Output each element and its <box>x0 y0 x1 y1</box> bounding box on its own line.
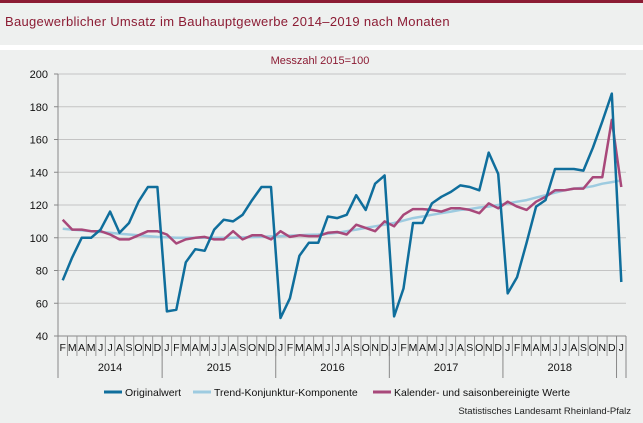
month-label: A <box>192 342 199 354</box>
month-label: A <box>78 342 85 354</box>
month-label: N <box>144 342 152 354</box>
month-label: M <box>295 342 304 354</box>
chart-subtitle: Messzahl 2015=100 <box>271 55 370 67</box>
month-label: J <box>221 342 226 354</box>
month-label: M <box>428 342 437 354</box>
month-label: M <box>200 342 209 354</box>
month-label: J <box>505 342 510 354</box>
month-label: O <box>362 342 370 354</box>
month-label: M <box>87 342 96 354</box>
month-label: J <box>107 342 112 354</box>
year-label: 2016 <box>320 362 344 374</box>
month-label: J <box>448 342 453 354</box>
month-label: J <box>439 342 444 354</box>
y-tick-label: 80 <box>36 266 48 278</box>
month-label: D <box>494 342 502 354</box>
month-label: N <box>371 342 379 354</box>
month-label: J <box>619 342 624 354</box>
month-label: A <box>343 342 350 354</box>
month-label: O <box>248 342 256 354</box>
month-label: J <box>164 342 169 354</box>
month-label: S <box>466 342 473 354</box>
year-label: 2018 <box>547 362 571 374</box>
top-accent-bar <box>0 0 643 3</box>
legend-label: Originalwert <box>125 387 181 399</box>
month-label: S <box>125 342 132 354</box>
divider <box>0 45 643 50</box>
month-label: J <box>562 342 567 354</box>
legend-label: Trend-Konjunktur-Komponente <box>214 387 358 399</box>
month-label: J <box>325 342 330 354</box>
month-label: J <box>391 342 396 354</box>
month-label: S <box>239 342 246 354</box>
month-label: D <box>608 342 616 354</box>
month-label: F <box>60 342 66 354</box>
month-label: J <box>278 342 283 354</box>
month-label: F <box>173 342 179 354</box>
month-label: J <box>212 342 217 354</box>
month-label: A <box>533 342 540 354</box>
page-title: Baugewerblicher Umsatz im Bauhauptgewerb… <box>5 14 450 29</box>
month-label: O <box>475 342 483 354</box>
month-label: S <box>353 342 360 354</box>
y-tick-label: 200 <box>30 69 48 81</box>
month-label: D <box>154 342 162 354</box>
y-tick-label: 140 <box>30 167 48 179</box>
source-note: Statistisches Landesamt Rheinland-Pfalz <box>458 406 631 417</box>
y-tick-label: 100 <box>30 233 48 245</box>
y-tick-label: 180 <box>30 102 48 114</box>
month-label: M <box>314 342 323 354</box>
month-label: J <box>552 342 557 354</box>
y-tick-label: 40 <box>36 331 48 343</box>
month-label: M <box>68 342 77 354</box>
month-label: O <box>589 342 597 354</box>
month-label: F <box>514 342 520 354</box>
month-label: N <box>599 342 607 354</box>
month-label: A <box>230 342 237 354</box>
month-label: M <box>181 342 190 354</box>
month-label: A <box>570 342 577 354</box>
month-label: O <box>134 342 142 354</box>
month-label: J <box>98 342 103 354</box>
month-label: A <box>305 342 312 354</box>
y-tick-label: 60 <box>36 298 48 310</box>
month-label: M <box>541 342 550 354</box>
month-label: D <box>267 342 275 354</box>
series-line-original <box>61 92 623 320</box>
month-label: F <box>400 342 406 354</box>
series-line-adjusted <box>61 118 623 245</box>
month-label: A <box>457 342 464 354</box>
year-label: 2015 <box>207 362 231 374</box>
month-label: N <box>485 342 493 354</box>
month-label: J <box>335 342 340 354</box>
legend-label: Kalender- und saisonbereinigte Werte <box>394 387 570 399</box>
y-tick-label: 120 <box>30 200 48 212</box>
month-label: N <box>258 342 266 354</box>
month-label: M <box>409 342 418 354</box>
y-tick-label: 160 <box>30 135 48 147</box>
year-label: 2017 <box>434 362 458 374</box>
month-label: A <box>116 342 123 354</box>
month-label: D <box>381 342 389 354</box>
month-label: F <box>287 342 293 354</box>
year-label: 2014 <box>98 362 122 374</box>
month-label: S <box>580 342 587 354</box>
month-label: A <box>419 342 426 354</box>
month-label: M <box>522 342 531 354</box>
